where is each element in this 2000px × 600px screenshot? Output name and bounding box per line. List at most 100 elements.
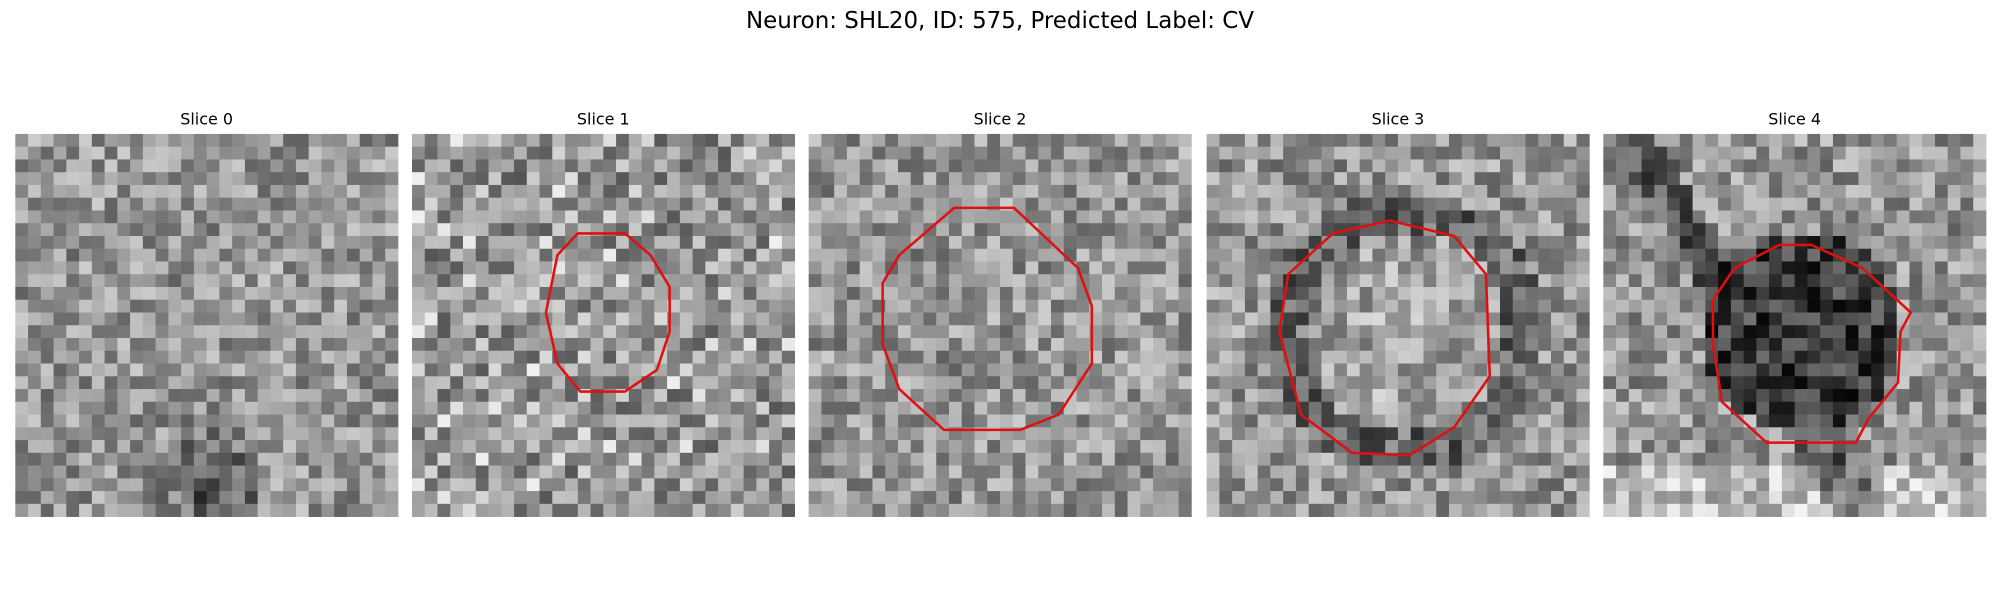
pixel <box>1500 478 1514 492</box>
pixel <box>1616 452 1630 466</box>
pixel <box>1538 159 1552 173</box>
pixel <box>885 286 899 301</box>
image <box>1206 133 1590 517</box>
pixel <box>756 312 770 326</box>
pixel <box>28 503 42 517</box>
pixel <box>1423 312 1437 326</box>
pixel <box>1372 159 1386 173</box>
pixel <box>104 401 118 415</box>
pixel <box>692 414 706 428</box>
pixel <box>1807 491 1821 505</box>
pixel <box>590 248 604 262</box>
pixel <box>372 350 386 364</box>
pixel <box>1206 248 1220 262</box>
pixel <box>1858 299 1872 313</box>
pixel <box>885 248 899 262</box>
pixel <box>1436 197 1450 211</box>
pixel <box>450 376 464 390</box>
pixel <box>1820 325 1834 339</box>
pixel <box>1500 376 1514 390</box>
pixel <box>1153 452 1167 466</box>
pixel <box>1114 312 1128 326</box>
pixel <box>1616 440 1630 454</box>
pixel <box>539 235 553 250</box>
pixel <box>181 210 195 224</box>
pixel <box>475 465 489 479</box>
pixel <box>1781 338 1796 352</box>
pixel <box>346 376 361 390</box>
pixel <box>1628 235 1642 250</box>
pixel <box>936 197 950 211</box>
pixel <box>1551 172 1565 186</box>
pixel <box>1500 146 1514 160</box>
figure-title: Neuron: SHL20, ID: 575, Predicted Label:… <box>746 8 1254 34</box>
pixel <box>1423 159 1437 173</box>
pixel <box>1641 452 1655 466</box>
pixel <box>1730 440 1745 454</box>
pixel <box>1730 312 1745 326</box>
pixel <box>1051 299 1065 313</box>
pixel <box>475 197 489 211</box>
pixel <box>142 338 156 352</box>
pixel <box>1960 338 1974 352</box>
pixel <box>295 286 310 301</box>
pixel <box>450 235 464 250</box>
pixel <box>1909 172 1923 186</box>
pixel <box>769 401 783 415</box>
pixel <box>1076 503 1090 517</box>
pixel <box>885 146 899 160</box>
pixel <box>1346 338 1361 352</box>
pixel <box>834 248 848 262</box>
pixel <box>1563 350 1577 364</box>
pixel <box>1525 389 1539 403</box>
pixel <box>1500 452 1514 466</box>
pixel <box>66 503 80 517</box>
pixel <box>577 376 591 390</box>
pixel <box>155 414 169 428</box>
pixel <box>1000 223 1014 237</box>
pixel <box>1359 184 1373 199</box>
pixel <box>450 414 464 428</box>
pixel <box>437 146 451 160</box>
pixel <box>1628 274 1642 288</box>
pixel <box>1153 503 1167 517</box>
pixel <box>308 286 322 301</box>
pixel <box>53 223 67 237</box>
pixel <box>1576 261 1590 275</box>
pixel <box>1730 133 1745 148</box>
pixel <box>1794 491 1808 505</box>
pixel <box>1551 274 1565 288</box>
pixel <box>1461 312 1475 326</box>
pixel <box>514 184 528 199</box>
pixel <box>603 338 617 352</box>
pixel <box>244 184 259 199</box>
pixel <box>91 312 105 326</box>
pixel <box>1178 363 1192 377</box>
pixel <box>1372 172 1386 186</box>
pixel <box>1576 172 1590 186</box>
pixel <box>385 427 399 441</box>
pixel <box>1359 503 1373 517</box>
pixel <box>346 465 361 479</box>
pixel <box>1858 338 1872 352</box>
pixel <box>1820 491 1834 505</box>
pixel <box>1628 146 1642 160</box>
pixel <box>91 223 105 237</box>
pixel <box>1718 261 1732 275</box>
pixel <box>552 172 566 186</box>
pixel <box>1525 235 1539 250</box>
pixel <box>1114 197 1128 211</box>
pixel <box>1436 325 1450 339</box>
pixel <box>359 312 373 326</box>
pixel <box>577 363 591 377</box>
pixel <box>667 389 681 403</box>
pixel <box>641 159 655 173</box>
pixel <box>1410 248 1424 262</box>
pixel <box>743 146 757 160</box>
pixel <box>1410 312 1424 326</box>
pixel <box>1871 363 1885 377</box>
pixel <box>679 172 693 186</box>
pixel <box>846 427 861 441</box>
pixel <box>437 478 451 492</box>
pixel <box>463 503 477 517</box>
